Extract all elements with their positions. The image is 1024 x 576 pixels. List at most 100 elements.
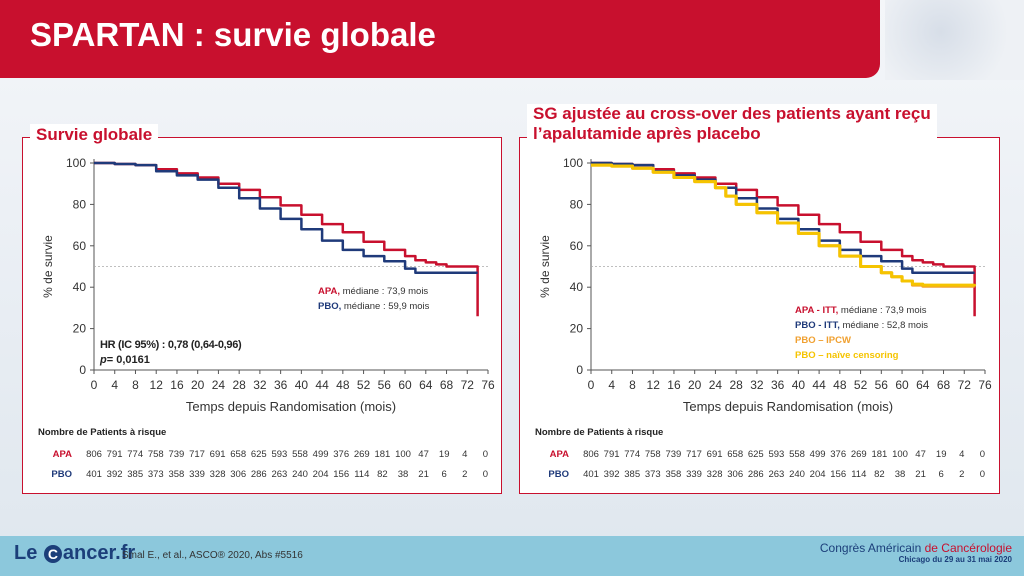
risk-table-cell: 376 [333, 449, 349, 460]
risk-table-cell: 593 [271, 449, 287, 460]
risk-table-cell: 21 [915, 469, 926, 480]
risk-table-cell: 791 [604, 449, 620, 460]
x-tick-label: 36 [771, 378, 785, 392]
p-label: p [99, 354, 107, 366]
y-tick-label: 0 [576, 363, 583, 377]
risk-table-cell: 306 [727, 469, 743, 480]
risk-table-cell: 328 [210, 469, 226, 480]
x-tick-label: 76 [978, 378, 992, 392]
risk-table-cell: 392 [604, 469, 620, 480]
risk-table-cell: 625 [251, 449, 267, 460]
x-tick-label: 64 [419, 378, 433, 392]
risk-table-cell: 6 [442, 469, 447, 480]
congress-name-a: Congrès Américain [819, 541, 925, 555]
x-tick-label: 20 [688, 378, 702, 392]
logo-text-post: ancer.fr [62, 542, 136, 564]
x-tick-label: 28 [729, 378, 743, 392]
risk-table-cell: 625 [748, 449, 764, 460]
risk-table-cell: 558 [789, 449, 805, 460]
risk-table-cell: 19 [439, 449, 450, 460]
left-panel-title: Survie globale [30, 124, 159, 146]
risk-table-cell: 82 [377, 469, 388, 480]
risk-table-cell: 499 [313, 449, 329, 460]
risk-table-cell: 4 [959, 449, 964, 460]
risk-table-cell: 240 [292, 469, 308, 480]
y-tick-label: 60 [73, 239, 87, 253]
x-tick-label: 24 [212, 378, 226, 392]
risk-table-cell: 385 [624, 469, 640, 480]
x-tick-label: 60 [895, 378, 909, 392]
x-tick-label: 12 [647, 378, 661, 392]
x-tick-label: 24 [709, 378, 723, 392]
risk-table-cell: 156 [333, 469, 349, 480]
risk-table-cell: 358 [665, 469, 681, 480]
legend-series-name: PBO, [318, 301, 341, 312]
risk-table-cell: 204 [810, 469, 826, 480]
risk-table-cell: 373 [645, 469, 661, 480]
risk-table-cell: 4 [462, 449, 467, 460]
risk-table-cell: 328 [707, 469, 723, 480]
x-tick-label: 76 [481, 378, 495, 392]
series-line-pbo_itt [591, 161, 975, 274]
legend-entry-apa: APA, médiane : 73,9 mois [318, 286, 428, 297]
x-tick-label: 4 [111, 378, 118, 392]
legend-entry-pbo: PBO, médiane : 59,9 mois [318, 301, 430, 312]
congress-logo: Congrès Américain de Cancérologie Chicag… [820, 541, 1012, 564]
x-axis-label: Temps depuis Randomisation (mois) [683, 399, 893, 414]
risk-table-cell: 114 [354, 469, 369, 480]
risk-row-label-pbo: PBO [51, 469, 72, 480]
source-citation: Smal E., et al., ASCO® 2020, Abs #5516 [122, 550, 303, 561]
footer-bar [0, 536, 1024, 576]
slide-title: SPARTAN : survie globale [30, 16, 436, 53]
risk-table-cell: 739 [665, 449, 681, 460]
risk-table-cell: 739 [168, 449, 184, 460]
legend-series-name: PBO – IPCW [795, 335, 851, 346]
y-tick-label: 80 [570, 197, 584, 211]
risk-table-cell: 286 [251, 469, 267, 480]
y-tick-label: 100 [563, 156, 583, 170]
risk-table-cell: 774 [127, 449, 143, 460]
x-tick-label: 64 [916, 378, 930, 392]
x-axis-label: Temps depuis Randomisation (mois) [186, 399, 396, 414]
logo-text-pre: Le [14, 542, 43, 564]
risk-table-cell: 0 [980, 449, 985, 460]
series-line-pbo_ipcw [591, 163, 975, 288]
risk-table-cell: 717 [189, 449, 205, 460]
x-tick-label: 56 [875, 378, 889, 392]
risk-table-cell: 806 [583, 449, 599, 460]
y-tick-label: 60 [570, 239, 584, 253]
y-axis-label: % de survie [41, 235, 55, 298]
risk-table-cell: 593 [768, 449, 784, 460]
legend-entry-pbo_ipcw: PBO – IPCW [795, 335, 851, 346]
risk-table-cell: 717 [686, 449, 702, 460]
y-tick-label: 40 [570, 280, 584, 294]
risk-table-cell: 306 [230, 469, 246, 480]
risk-table-cell: 691 [210, 449, 226, 460]
risk-table-cell: 358 [168, 469, 184, 480]
legend-entry-apa_itt: APA - ITT, médiane : 73,9 mois [795, 305, 927, 316]
legend-entry-pbo_itt: PBO - ITT, médiane : 52,8 mois [795, 320, 928, 331]
risk-table-cell: 47 [418, 449, 429, 460]
x-tick-label: 60 [398, 378, 412, 392]
risk-table-cell: 806 [86, 449, 102, 460]
x-tick-label: 72 [461, 378, 475, 392]
x-tick-label: 36 [274, 378, 288, 392]
risk-table-cell: 38 [895, 469, 906, 480]
risk-table-cell: 6 [939, 469, 944, 480]
risk-table-title: Nombre de Patients à risque [38, 427, 166, 438]
risk-table-cell: 47 [915, 449, 926, 460]
x-tick-label: 8 [629, 378, 636, 392]
risk-row-label-apa: APA [53, 449, 72, 460]
y-tick-label: 40 [73, 280, 87, 294]
risk-table-cell: 240 [789, 469, 805, 480]
x-tick-label: 40 [792, 378, 806, 392]
legend-median: médiane : 73,9 mois [838, 305, 926, 316]
right-panel-title: SG ajustée au cross-over des patients ay… [527, 104, 937, 144]
risk-row-label-pbo: PBO [548, 469, 569, 480]
x-tick-label: 0 [588, 378, 595, 392]
risk-table-cell: 100 [892, 449, 908, 460]
y-tick-label: 80 [73, 197, 87, 211]
congress-name: Congrès Américain de Cancérologie [820, 541, 1012, 555]
risk-table-cell: 774 [624, 449, 640, 460]
